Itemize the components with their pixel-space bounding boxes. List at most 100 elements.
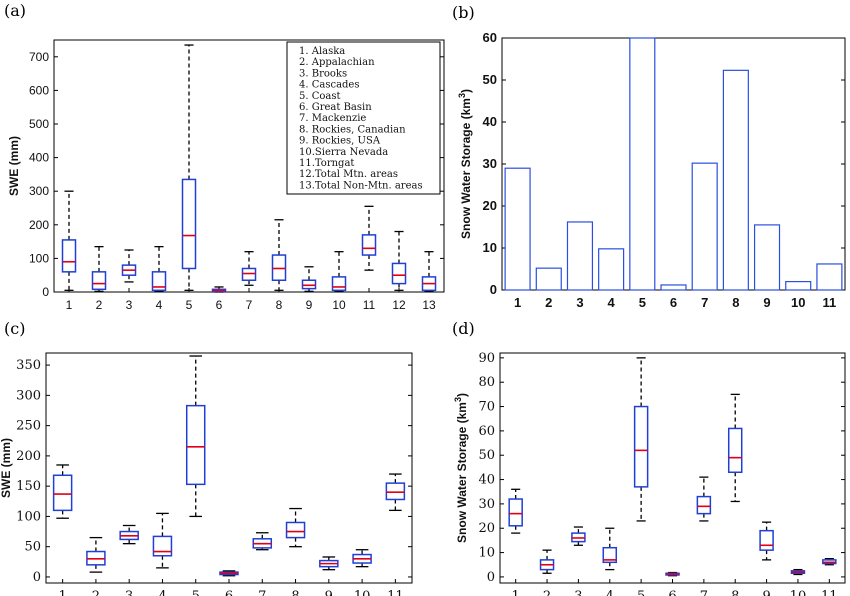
x-tick-label: 1 [66,298,73,312]
bar [566,221,594,291]
box-body [696,495,712,515]
box-body [331,276,347,292]
panel-2: (b) 0 10 20 30 40 50 60 1 2 3 4 5 6 7 8 9 10 11 Snow Water … [452,3,846,310]
box-8 [285,507,306,548]
box-body [385,482,406,501]
y-axis-label-superscript: 3 [457,93,467,98]
box-3 [121,249,137,283]
box-body [633,405,649,488]
bar [722,69,749,291]
box-7 [696,476,712,522]
x-tick-label: 7 [701,295,708,310]
x-tick-label: 6 [668,589,676,596]
y-axis-label: Snow Water Storage (km3) [453,393,469,543]
x-tick-label: 8 [732,295,739,310]
panel-label: (a) [4,1,26,20]
legend-entry: 2. Appalachian [299,57,375,68]
box-9 [319,556,339,571]
x-tick-label: 8 [731,589,739,596]
bar [504,167,531,291]
legend-entry: 4. Cascades [299,80,359,91]
box-6 [665,571,680,577]
legend-box [286,41,441,195]
x-tick-label: 11 [387,589,404,596]
bar [753,224,781,291]
box-body [271,254,287,281]
y-tick-label: 90 [478,351,495,366]
x-tick-label: 5 [639,295,646,310]
box-body [361,234,377,256]
x-tick-label: 7 [246,298,253,312]
y-tick-label: 30 [478,497,495,512]
legend-entry: 5. Coast [299,91,341,102]
legend-entry: 9. Rockies, USA [299,136,381,147]
x-tick-label: 2 [545,295,552,310]
box-body [508,498,523,527]
bar [785,281,812,291]
panel-label: (d) [452,319,475,338]
box-9 [301,266,317,292]
box-body [759,529,774,551]
x-tick-label: 9 [763,295,770,310]
box-2 [539,549,555,574]
y-axis-label-close: ) [455,393,469,397]
y-axis-label-text: Snow Water Storage (km [455,402,469,543]
y-tick-label: 40 [478,473,495,488]
x-tick-label: 2 [543,589,551,596]
y-tick-label: 80 [478,375,495,390]
bar [629,37,656,291]
y-tick-label: 300 [29,184,49,198]
y-tick-label: 50 [24,540,41,555]
x-tick-label: 11 [823,295,837,310]
box-body [151,271,167,292]
box-5 [633,357,649,522]
box-3 [119,524,139,545]
axes-frame [499,352,846,584]
box-body [241,267,257,281]
y-tick-label: 60 [478,424,495,439]
x-tick-label: 3 [576,295,583,310]
y-tick-label: 50 [478,448,495,463]
x-tick-label: 3 [125,589,133,596]
y-tick-label: 0 [487,570,495,585]
box-body [61,239,77,273]
y-tick-label: 250 [16,419,41,434]
box-8 [271,219,287,291]
x-tick-label: 4 [606,589,614,596]
bar [660,284,687,291]
box-2 [86,536,106,573]
legend-entry: 1. Alaska [299,46,345,57]
legend-entry: 3. Brooks [299,68,347,79]
box-body [391,262,407,285]
y-tick-label: 50 [483,72,497,87]
y-tick-label: 700 [29,50,49,64]
y-axis-label-text: SWE (mm) [0,438,13,498]
legend-entry: 8. Rockies, Canadian [299,124,406,135]
x-tick-label: 10 [791,295,805,310]
box-body [52,474,73,512]
y-tick-label: 30 [483,156,497,171]
y-axis-label-text: Snow Water Storage (km [459,98,473,239]
box-10 [331,251,347,292]
box-4 [602,527,618,571]
box-body [602,546,618,564]
x-tick-label: 11 [363,298,376,312]
box-1 [61,190,77,291]
y-tick-label: 200 [29,218,49,232]
x-tick-label: 6 [225,589,233,596]
y-tick-label: 500 [29,117,49,131]
y-tick-label: 40 [483,114,497,129]
x-tick-label: 5 [637,589,645,596]
x-tick-label: 2 [96,298,103,312]
box-6 [219,570,239,577]
x-tick-label: 9 [325,589,333,596]
y-tick-label: 60 [483,30,497,45]
x-tick-label: 12 [392,298,406,312]
box-1 [52,464,73,519]
x-tick-label: 6 [216,298,223,312]
bar [535,267,562,291]
x-tick-label: 3 [126,298,133,312]
x-tick-label: 1 [58,589,66,596]
box-9 [759,521,774,561]
